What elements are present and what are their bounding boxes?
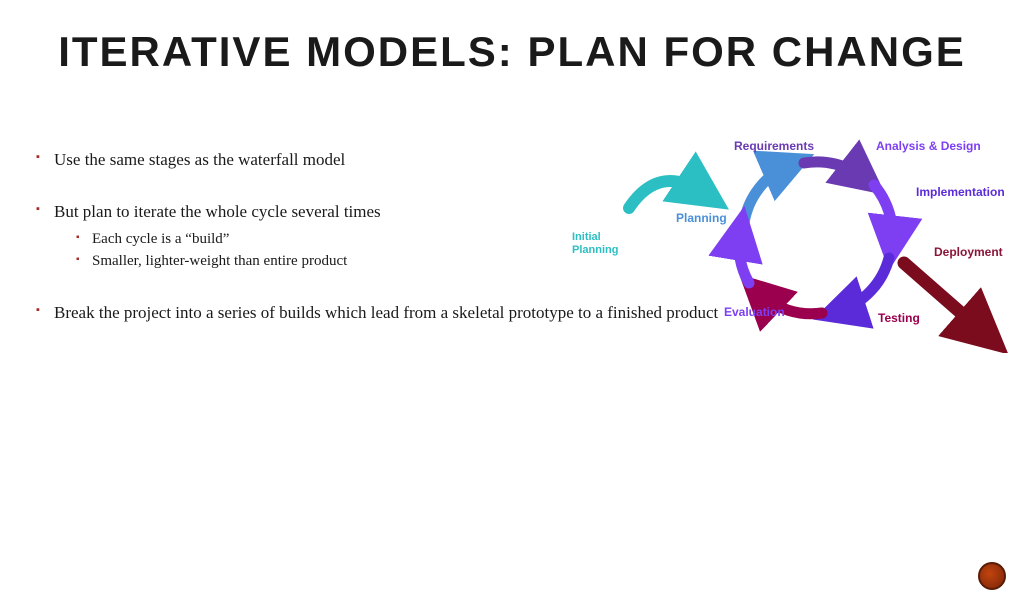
label-initial: InitialPlanning [572,231,618,256]
arrow-initial-planning [629,181,704,208]
label-req: Requirements [734,139,814,153]
sub-item: Smaller, lighter-weight than entire prod… [76,250,536,273]
label-testing: Testing [878,311,920,325]
slide-number-icon [978,562,1006,590]
bullet-text: But plan to iterate the whole cycle seve… [54,202,381,221]
arrow-analysis-impl [874,185,892,243]
arrow-req-analysis [804,162,864,178]
label-analysis: Analysis & Design [876,139,981,153]
arrow-planning-req [744,165,789,223]
bullet-item: Use the same stages as the waterfall mod… [36,148,536,172]
iterative-cycle-diagram: InitialPlanning Planning Requirements An… [564,133,1014,353]
cycle-svg [564,133,1014,353]
bullet-text: Use the same stages as the waterfall mod… [54,150,345,169]
slide-title: ITERATIVE MODELS: PLAN FOR CHANGE [0,28,1024,76]
label-planning: Planning [676,211,727,225]
label-deploy: Deployment [934,245,1003,259]
arrow-eval-planning [739,233,749,283]
sub-item: Each cycle is a “build” [76,228,536,251]
bullet-item: But plan to iterate the whole cycle seve… [36,200,536,273]
label-eval: Evaluation [724,305,785,319]
arrow-impl-testing [839,258,889,311]
sub-list: Each cycle is a “build” Smaller, lighter… [76,228,536,273]
label-impl: Implementation [916,185,1005,199]
